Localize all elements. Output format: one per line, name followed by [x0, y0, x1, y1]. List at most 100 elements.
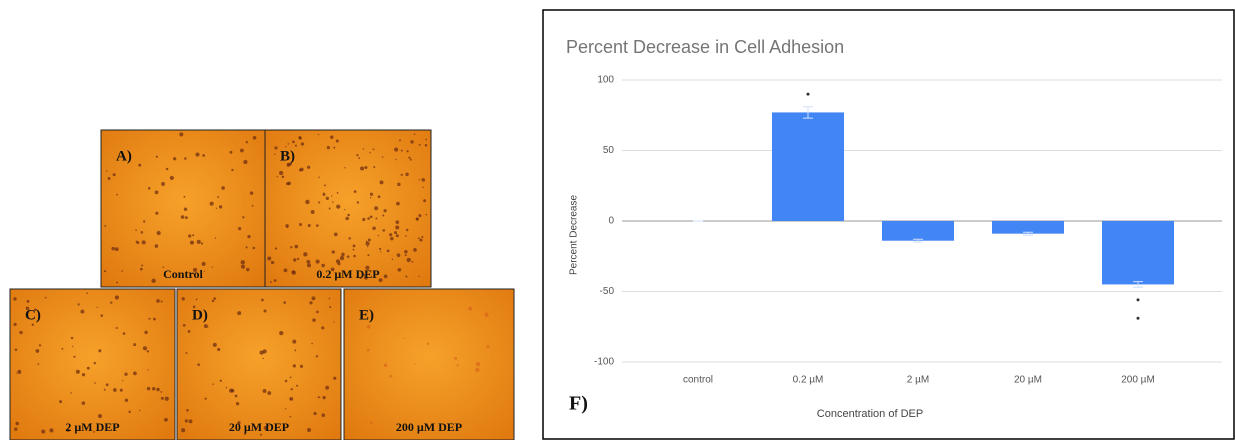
cell	[333, 321, 335, 323]
cell	[121, 270, 124, 272]
cell	[124, 398, 129, 402]
micrograph	[264, 129, 432, 288]
cell	[339, 255, 345, 261]
x-tick-label: 0.2 µM	[793, 375, 824, 386]
cell	[195, 152, 200, 157]
cell	[336, 191, 339, 194]
cell	[423, 199, 427, 203]
cell	[262, 349, 267, 354]
cell	[263, 309, 267, 313]
cell	[247, 234, 251, 239]
cell	[270, 260, 275, 265]
cell	[346, 255, 350, 258]
cell	[285, 224, 289, 228]
cell	[160, 391, 163, 393]
cell	[274, 153, 276, 155]
cell	[195, 298, 198, 301]
cell	[200, 242, 204, 245]
cell	[184, 157, 187, 160]
cell	[41, 429, 46, 434]
cell	[81, 401, 86, 405]
cell	[298, 135, 302, 140]
cell	[390, 236, 394, 241]
cell	[383, 209, 387, 213]
cell	[13, 297, 17, 301]
cell	[409, 158, 412, 161]
cell	[138, 163, 142, 167]
cell	[14, 427, 18, 431]
cell	[100, 314, 104, 317]
cell	[383, 363, 388, 368]
micrograph	[9, 288, 176, 441]
cell	[315, 355, 318, 358]
cell	[362, 148, 365, 150]
cell	[107, 177, 111, 180]
cell	[300, 142, 305, 146]
cell	[325, 196, 329, 201]
error-bar	[1133, 281, 1143, 288]
cell	[363, 274, 366, 276]
cell	[294, 144, 297, 147]
cell	[197, 363, 200, 366]
cell	[147, 187, 151, 190]
cell	[332, 201, 334, 203]
cell	[155, 155, 158, 158]
x-tick-label: control	[683, 375, 713, 386]
cell	[331, 250, 335, 254]
cell	[273, 279, 277, 282]
cell	[328, 207, 331, 210]
cell	[192, 305, 196, 309]
cell	[81, 373, 86, 377]
cell	[192, 234, 195, 237]
cell	[141, 264, 144, 267]
cell	[290, 388, 293, 391]
cell	[418, 275, 420, 277]
cell	[15, 421, 19, 426]
cell	[189, 240, 194, 245]
cell	[289, 376, 292, 379]
cell	[366, 348, 370, 352]
cell	[456, 364, 459, 367]
cell	[111, 246, 115, 251]
cell	[289, 415, 292, 418]
cell	[276, 176, 278, 178]
cell	[242, 216, 245, 219]
cell	[161, 182, 166, 186]
x-axis-label: Concentration of DEP	[817, 408, 923, 420]
cell	[268, 424, 270, 427]
cell	[425, 213, 428, 216]
cell	[49, 428, 54, 433]
cell	[343, 209, 346, 211]
cell	[244, 432, 247, 435]
cell	[414, 363, 416, 365]
cell	[114, 247, 119, 252]
cell	[35, 349, 40, 353]
cell	[318, 176, 320, 178]
cell	[292, 339, 297, 344]
cell	[180, 215, 185, 219]
y-axis-label: Percent Decrease	[569, 195, 580, 275]
cell	[329, 306, 332, 309]
cell	[203, 270, 205, 273]
cell	[352, 244, 356, 248]
cell	[421, 178, 426, 182]
cell	[337, 262, 341, 266]
cell	[112, 388, 117, 392]
cell	[274, 146, 278, 150]
cell	[243, 159, 248, 165]
bar	[992, 220, 1064, 234]
cell	[367, 245, 369, 248]
cell	[144, 330, 148, 335]
cell	[331, 195, 333, 197]
cell	[213, 297, 216, 300]
cell	[122, 379, 124, 382]
cell	[240, 264, 246, 269]
cell	[116, 193, 118, 196]
panel-letter: D)	[192, 307, 208, 323]
cell	[124, 372, 128, 376]
cell	[286, 162, 290, 166]
cell	[135, 229, 137, 231]
cell	[160, 300, 163, 303]
x-tick-label: 2 µM	[907, 375, 929, 386]
